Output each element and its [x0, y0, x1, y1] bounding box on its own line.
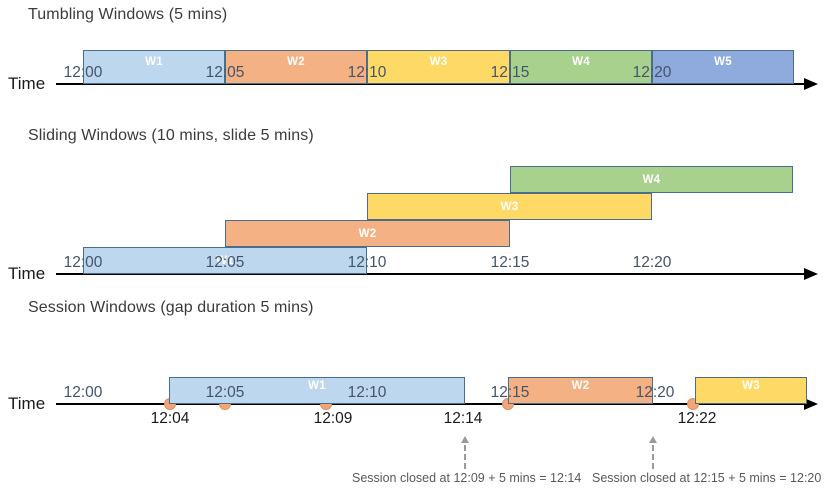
- window-bar: W3: [695, 377, 807, 404]
- window-bar: W2: [508, 377, 653, 404]
- callout-text: Session closed at 12:15 + 5 mins = 12:20: [592, 471, 822, 485]
- window-label: W4: [572, 56, 590, 68]
- window-label: W3: [500, 200, 519, 213]
- time-axis-label: Time: [8, 394, 46, 413]
- tick-label: 12:20: [632, 254, 672, 271]
- time-axis-label: Time: [8, 264, 46, 283]
- window-bar: W4: [510, 166, 793, 193]
- event-label: 12:22: [677, 410, 717, 427]
- tick-label: 12:05: [205, 384, 245, 401]
- axis-line: [56, 403, 804, 405]
- tick-label: 12:10: [347, 384, 387, 401]
- window-label: W2: [571, 380, 590, 392]
- window-bar: W2: [225, 50, 367, 84]
- section-title: Session Windows (gap duration 5 mins): [28, 299, 314, 316]
- tick-label: 12:15: [490, 254, 530, 271]
- tick-label: 12:20: [632, 64, 672, 81]
- event-label: 12:14: [443, 410, 483, 427]
- time-axis-label: Time: [8, 74, 46, 93]
- window-bar: W1: [169, 377, 465, 404]
- window-label: W1: [216, 254, 234, 267]
- window-label: W3: [742, 380, 760, 392]
- callout-dashed-line: [464, 445, 466, 469]
- window-bar: W2: [225, 220, 510, 247]
- window-bar: W4: [510, 50, 652, 84]
- axis-arrowhead-icon: [804, 398, 818, 410]
- window-label: W2: [358, 227, 377, 240]
- window-label: W2: [287, 56, 305, 68]
- tick-label: 12:20: [635, 384, 675, 401]
- window-label: W4: [642, 173, 661, 186]
- tick-label: 12:00: [63, 64, 103, 81]
- window-bar: W5: [652, 50, 794, 84]
- window-label: W1: [145, 56, 163, 68]
- window-label: W5: [714, 56, 732, 68]
- window-bar: W3: [367, 193, 652, 220]
- axis-arrowhead-icon: [804, 268, 818, 280]
- callout-text: Session closed at 12:09 + 5 mins = 12:14: [352, 471, 582, 485]
- tick-label: 12:05: [205, 254, 245, 271]
- callout-arrow: [647, 436, 659, 470]
- window-label: W1: [308, 380, 326, 392]
- tick-label: 12:10: [347, 254, 387, 271]
- callout-arrowhead-icon: [649, 436, 657, 443]
- event-label: 12:04: [150, 410, 190, 427]
- axis-arrowhead-icon: [804, 78, 818, 90]
- callout-arrow: [459, 436, 471, 470]
- section-title: Tumbling Windows (5 mins): [28, 6, 228, 23]
- section-title: Sliding Windows (10 mins, slide 5 mins): [28, 127, 314, 144]
- callout-arrowhead-icon: [461, 436, 469, 443]
- axis-line: [56, 273, 804, 275]
- window-label: W3: [429, 56, 448, 68]
- axis-line: [56, 83, 804, 85]
- callout-dashed-line: [652, 445, 654, 469]
- tick-label: 12:00: [63, 384, 103, 401]
- tick-label: 12:00: [63, 254, 103, 271]
- window-bar: W3: [367, 50, 510, 84]
- tick-label: 12:05: [205, 64, 245, 81]
- tick-label: 12:15: [490, 384, 530, 401]
- event-label: 12:09: [313, 410, 353, 427]
- window-bar: W1: [83, 247, 367, 274]
- window-bar: W1: [83, 50, 225, 84]
- tick-label: 12:15: [490, 64, 530, 81]
- tick-label: 12:10: [347, 64, 387, 81]
